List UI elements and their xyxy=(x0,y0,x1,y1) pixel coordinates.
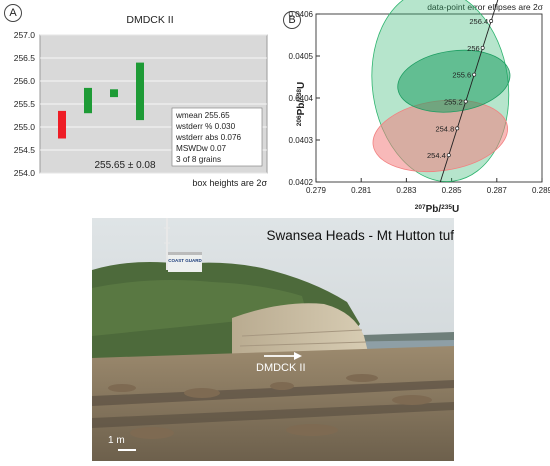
chart-title: DMDCK II xyxy=(126,14,173,26)
y-tick-label: 256.5 xyxy=(14,53,36,63)
panel-label-b: B xyxy=(283,11,301,29)
mean-label: 255.65 ± 0.08 xyxy=(94,160,156,171)
concordia-tick xyxy=(489,19,494,23)
x-tick-label: 0.289 xyxy=(532,186,550,195)
concordia-tick xyxy=(463,99,468,104)
concordia-chart: data-point error ellipses are 2σ 0.279 0.… xyxy=(289,0,550,216)
weighted-mean-chart: DMDCK II 257.0 256.5 256.0 255.5 255.0 254.5 2… xyxy=(14,14,268,188)
y-axis-label: 206Pb/238U xyxy=(296,82,308,127)
error-box xyxy=(136,62,144,121)
concordia-tick xyxy=(472,72,477,77)
y-tick-label: 256.0 xyxy=(14,76,36,86)
error-box xyxy=(84,87,92,114)
y-tick-label: 0.0404 xyxy=(289,94,314,103)
coast-guard-sign: COAST GUARD xyxy=(168,258,202,263)
y-tick-label: 255.5 xyxy=(14,99,36,109)
panel-label-a: A xyxy=(4,4,22,22)
summary-line: wmean 255.65 xyxy=(175,111,230,120)
y-tick-label: 254.0 xyxy=(14,168,36,178)
summary-line: MSWDw 0.07 xyxy=(176,144,226,153)
scale-label: 1 m xyxy=(108,435,125,446)
concordia-tick xyxy=(455,126,460,131)
x-tick-label: 0.283 xyxy=(396,186,417,195)
y-tick-label: 0.0402 xyxy=(289,178,314,187)
y-tick-label: 255.0 xyxy=(14,122,36,132)
concordia-label: 254.4 xyxy=(427,151,446,160)
x-tick-label: 0.287 xyxy=(487,186,508,195)
summary-box xyxy=(171,107,263,167)
y-tick-label: 0.0405 xyxy=(289,52,314,61)
footnote: box heights are 2σ xyxy=(192,178,267,188)
concordia-label: 255.6 xyxy=(452,71,471,80)
y-tick-label: 0.0406 xyxy=(289,10,314,19)
x-tick-label: 0.281 xyxy=(351,186,372,195)
x-tick-label: 0.279 xyxy=(306,186,327,195)
error-box xyxy=(58,110,66,139)
concordia-tick xyxy=(446,153,451,158)
y-tick-label: 257.0 xyxy=(14,30,36,40)
error-ellipse xyxy=(397,49,511,113)
y-tick-label: 254.5 xyxy=(14,145,36,155)
summary-line: wstderr abs 0.076 xyxy=(175,133,242,142)
chart-title: data-point error ellipses are 2σ xyxy=(427,2,544,12)
concordia-tick xyxy=(480,45,485,50)
photo-scene: COAST GUARD Swansea Heads - Mt Hutton tu… xyxy=(92,218,454,461)
error-box xyxy=(110,89,118,98)
summary-line: wstderr % 0.030 xyxy=(175,122,236,131)
x-tick-label: 0.285 xyxy=(442,186,463,195)
concordia-label: 254.8 xyxy=(435,124,454,133)
concordia-label: 256 xyxy=(467,44,480,53)
y-tick-label: 0.0403 xyxy=(289,136,314,145)
outcrop-photo: COAST GUARD Swansea Heads - Mt Hutton tu… xyxy=(92,218,454,461)
concordia-label: 256.4 xyxy=(469,17,488,26)
x-axis-label: 207Pb/235U xyxy=(415,204,460,216)
concordia-label: 255.2 xyxy=(444,98,463,107)
sample-label: DMDCK II xyxy=(256,362,306,374)
photo-title: Swansea Heads - Mt Hutton tuff xyxy=(266,228,454,243)
summary-line: 3 of 8 grains xyxy=(176,155,221,164)
